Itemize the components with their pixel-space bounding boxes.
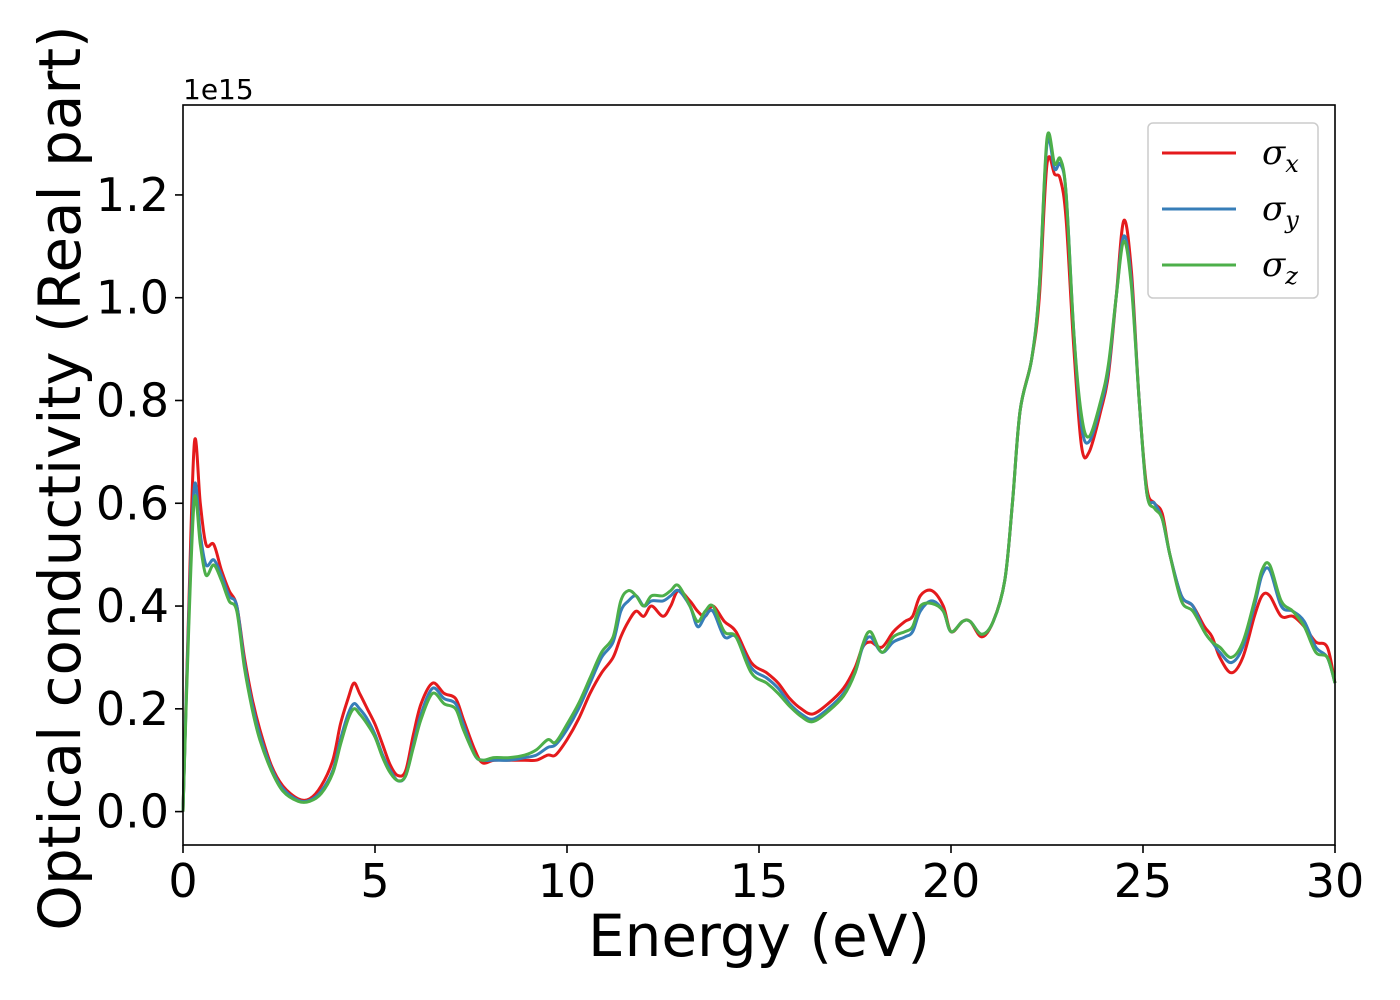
x-tick-label: 15 bbox=[730, 854, 789, 908]
x-axis: 0 5 10 15 20 25 30 bbox=[168, 845, 1364, 908]
y-offset-label: 1e15 bbox=[183, 73, 254, 106]
series-line-3 bbox=[181, 131, 1337, 812]
y-tick-label: 0.2 bbox=[96, 682, 169, 736]
x-tick-label: 30 bbox=[1306, 854, 1365, 908]
y-tick-label: 0.0 bbox=[96, 785, 169, 839]
legend-label-3: σz bbox=[1262, 245, 1298, 290]
y-tick-label: 0.8 bbox=[96, 373, 169, 427]
x-tick-label: 0 bbox=[168, 854, 197, 908]
y-axis-title: Optical conductivity (Real part) bbox=[26, 25, 94, 930]
x-tick-label: 20 bbox=[922, 854, 981, 908]
y-tick-label: 0.4 bbox=[96, 579, 169, 633]
y-tick-label: 0.6 bbox=[96, 476, 169, 530]
x-tick-label: 5 bbox=[360, 854, 389, 908]
x-tick-label: 25 bbox=[1114, 854, 1173, 908]
x-tick-label: 10 bbox=[538, 854, 597, 908]
plot-area bbox=[181, 131, 1337, 812]
y-tick-label: 1.2 bbox=[96, 168, 169, 222]
x-axis-title: Energy (eV) bbox=[588, 902, 930, 970]
legend-label-2: σy bbox=[1262, 189, 1299, 234]
legend-label-1: σx bbox=[1262, 133, 1299, 178]
legend: σx σy σz bbox=[1147, 122, 1319, 299]
y-tick-label: 1.0 bbox=[96, 271, 169, 325]
y-axis: 0.0 0.2 0.4 0.6 0.8 1.0 1.2 bbox=[96, 168, 183, 839]
